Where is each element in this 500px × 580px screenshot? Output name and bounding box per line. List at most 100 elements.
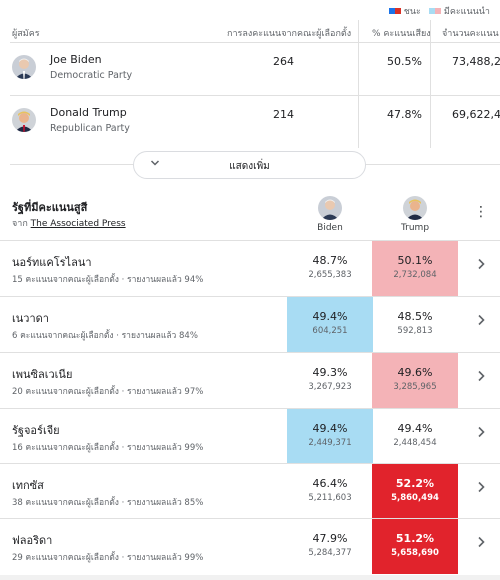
biden-percent: 47.9% [312, 532, 348, 545]
source-prefix: จาก [12, 219, 28, 229]
chevron-right-icon [476, 258, 486, 274]
header-divider [10, 42, 500, 43]
header-electoral: การลงคะแนนจากคณะผู้เลือกตั้ง [227, 29, 352, 39]
state-row[interactable]: เทกซัส 38 คะแนนจากคณะผู้เลือกตั้ง · รายง… [0, 463, 500, 519]
state-description: 16 คะแนนจากคณะผู้เลือกตั้ง · รายงานผลแล้… [12, 443, 204, 453]
source-link[interactable]: The Associated Press [30, 219, 126, 229]
chevron-right-icon [476, 426, 486, 442]
header-candidate: ผู้สมัคร [12, 29, 40, 39]
header-pct: % คะแนนเสียง [372, 29, 431, 39]
column-head-biden: Biden [300, 196, 360, 233]
candidate-row-trump: Donald Trump Republican Party 214 47.8% … [10, 96, 500, 148]
trump-percent: 50.1% [397, 254, 433, 267]
biden-cell: 49.3% 3,267,923 [287, 353, 373, 408]
biden-cell: 46.4% 5,211,603 [287, 464, 373, 519]
trump-percent: 49.4% [397, 422, 433, 435]
column-label: Biden [317, 223, 343, 233]
chevron-down-icon [150, 158, 160, 171]
source-line: จาก The Associated Press [12, 216, 126, 230]
show-more-button[interactable]: แสดงเพิ่ม [133, 151, 366, 179]
vote-percent: 50.5% [387, 55, 422, 68]
column-head-trump: Trump [385, 196, 445, 233]
trump-votes: 592,813 [397, 326, 433, 336]
biden-cell: 49.4% 2,449,371 [287, 409, 373, 464]
vote-count: 69,622,40 [452, 108, 500, 121]
electoral-votes: 264 [273, 55, 294, 68]
biden-cell: 48.7% 2,655,383 [287, 241, 373, 296]
state-name: เพนซิลเวเนีย [12, 368, 73, 381]
battleground-title: รัฐที่มีคะแนนสูสี [12, 201, 88, 214]
trump-votes: 2,732,084 [393, 270, 437, 280]
state-name: ฟลอริดา [12, 534, 53, 547]
state-description: 29 คะแนนจากคณะผู้เลือกตั้ง · รายงานผลแล้… [12, 553, 204, 563]
horizontal-scrollbar[interactable] [0, 575, 500, 580]
state-description: 6 คะแนนจากคณะผู้เลือกตั้ง · รายงานผลแล้ว… [12, 331, 198, 341]
biden-percent: 49.4% [312, 422, 348, 435]
state-row[interactable]: ฟลอริดา 29 คะแนนจากคณะผู้เลือกตั้ง · ราย… [0, 518, 500, 574]
biden-votes: 2,449,371 [308, 438, 352, 448]
trump-percent: 48.5% [397, 310, 433, 323]
vote-count: 73,488,24 [452, 55, 500, 68]
state-name: เทกซัส [12, 479, 44, 492]
trump-percent: 49.6% [397, 366, 433, 379]
chevron-right-icon [476, 370, 486, 386]
column-separator [358, 20, 359, 148]
row-divider [10, 95, 500, 96]
biden-percent: 48.7% [312, 254, 348, 267]
trump-votes: 5,658,690 [391, 548, 439, 558]
state-description: 15 คะแนนจากคณะผู้เลือกตั้ง · รายงานผลแล้… [12, 275, 204, 285]
trump-cell: 49.6% 3,285,965 [372, 353, 458, 408]
candidate-name: Joe Biden [50, 53, 102, 66]
vote-percent: 47.8% [387, 108, 422, 121]
state-name: รัฐจอร์เจีย [12, 424, 60, 437]
state-name: เนวาดา [12, 312, 49, 325]
candidate-row-biden: Joe Biden Democratic Party 264 50.5% 73,… [10, 43, 500, 95]
biden-percent: 49.3% [312, 366, 348, 379]
state-name: นอร์ทแคโรไลนา [12, 256, 92, 269]
state-row[interactable]: เนวาดา 6 คะแนนจากคณะผู้เลือกตั้ง · รายงา… [0, 296, 500, 352]
candidate-party: Republican Party [50, 123, 130, 134]
legend: ชนะ มีคะแนนนำ [381, 4, 490, 18]
chevron-right-icon [476, 481, 486, 497]
trump-cell: 52.2% 5,860,494 [372, 464, 458, 519]
column-separator [430, 20, 431, 148]
trump-cell: 51.2% 5,658,690 [372, 519, 458, 574]
trump-cell: 48.5% 592,813 [372, 297, 458, 352]
trump-votes: 3,285,965 [393, 382, 437, 392]
summary-header: ผู้สมัคร การลงคะแนนจากคณะผู้เลือกตั้ง % … [12, 26, 500, 40]
biden-votes: 5,284,377 [308, 548, 352, 558]
trump-cell: 49.4% 2,448,454 [372, 409, 458, 464]
avatar [12, 55, 36, 79]
state-row[interactable]: นอร์ทแคโรไลนา 15 คะแนนจากคณะผู้เลือกตั้ง… [0, 240, 500, 296]
more-options-icon[interactable]: ⋮ [474, 204, 488, 220]
biden-percent: 46.4% [312, 477, 348, 490]
legend-leading: มีคะแนนนำ [428, 4, 490, 18]
trump-votes: 5,860,494 [391, 493, 439, 503]
rep-won-swatch [394, 8, 401, 14]
column-label: Trump [400, 223, 430, 233]
show-more-label: แสดงเพิ่ม [229, 161, 270, 172]
biden-votes: 2,655,383 [308, 270, 352, 280]
legend-leading-label: มีคะแนนนำ [443, 7, 490, 17]
rep-lead-swatch [434, 8, 441, 14]
electoral-votes: 214 [273, 108, 294, 121]
chevron-right-icon [476, 314, 486, 330]
biden-votes: 604,251 [312, 326, 348, 336]
candidate-party: Democratic Party [50, 70, 133, 81]
state-description: 20 คะแนนจากคณะผู้เลือกตั้ง · รายงานผลแล้… [12, 387, 204, 397]
avatar [12, 108, 36, 132]
dem-won-swatch [388, 8, 395, 14]
state-description: 38 คะแนนจากคณะผู้เลือกตั้ง · รายงานผลแล้… [12, 498, 204, 508]
biden-votes: 5,211,603 [308, 493, 352, 503]
state-row[interactable]: เพนซิลเวเนีย 20 คะแนนจากคณะผู้เลือกตั้ง … [0, 352, 500, 408]
header-votes: จำนวนคะแนน [442, 29, 499, 39]
biden-cell: 49.4% 604,251 [287, 297, 373, 352]
avatar [403, 196, 427, 220]
legend-won-label: ชนะ [403, 7, 421, 17]
trump-percent: 51.2% [395, 532, 435, 545]
biden-cell: 47.9% 5,284,377 [287, 519, 373, 574]
chevron-right-icon [476, 536, 486, 552]
state-row[interactable]: รัฐจอร์เจีย 16 คะแนนจากคณะผู้เลือกตั้ง ·… [0, 408, 500, 464]
trump-cell: 50.1% 2,732,084 [372, 241, 458, 296]
biden-percent: 49.4% [312, 310, 348, 323]
